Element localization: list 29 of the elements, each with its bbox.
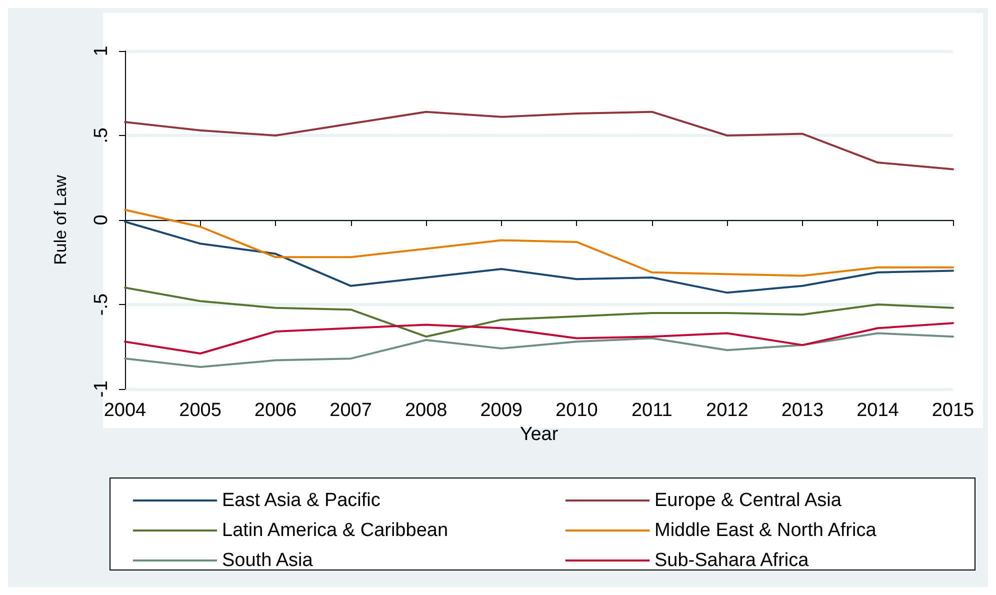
x-tick-label: 2006 — [254, 400, 297, 421]
legend-label: South Asia — [222, 550, 314, 571]
line-series — [124, 322, 954, 355]
y-tick-label: .5 — [91, 128, 112, 144]
legend-label: Europe & Central Asia — [654, 490, 842, 511]
x-tick-label: 2010 — [555, 400, 598, 421]
legend-label: Sub-Sahara Africa — [654, 550, 810, 571]
x-tick-label: 2009 — [480, 400, 523, 421]
line-series — [124, 110, 954, 170]
y-tick-label: -1 — [91, 380, 112, 398]
x-tick-label: 2012 — [706, 400, 748, 421]
y-axis-title: Rule of Law — [51, 174, 70, 265]
x-tick-label: 2011 — [631, 400, 672, 421]
x-tick-label: 2015 — [932, 400, 974, 421]
x-tick-label: 2004 — [104, 400, 147, 421]
x-tick-label: 2014 — [856, 400, 900, 421]
legend-label: Middle East & North Africa — [654, 520, 877, 541]
line-series — [124, 332, 954, 368]
x-tick-label: 2013 — [781, 400, 824, 421]
legend-label: East Asia & Pacific — [222, 490, 380, 511]
legend-label: Latin America & Caribbean — [222, 520, 448, 541]
y-tick-label: 1 — [91, 46, 112, 56]
y-tick-label: 0 — [91, 214, 112, 226]
x-tick-label: 2007 — [330, 400, 372, 421]
x-axis-title: Year — [520, 424, 559, 445]
x-tick-label: 2005 — [179, 400, 222, 421]
y-tick-label: -.5 — [91, 293, 112, 316]
line-series — [124, 286, 954, 338]
x-tick-label: 2008 — [404, 400, 448, 421]
